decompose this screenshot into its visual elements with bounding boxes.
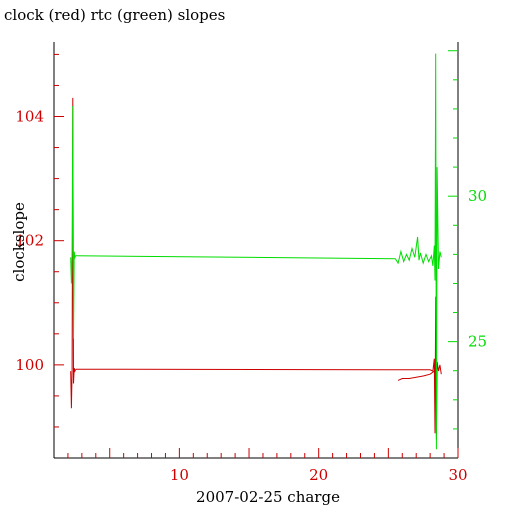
series-line-clock <box>70 97 442 440</box>
y-axis-label-left: clockslope <box>10 202 28 282</box>
series-line-clock-segment-2 <box>397 370 435 381</box>
chart-title: clock (red) rtc (green) slopes <box>4 6 225 24</box>
tick-layer: 10 20 30 100 102 104 25 30 <box>15 50 487 484</box>
y-right-tick-label: 25 <box>468 333 487 351</box>
x-axis-label: 2007-02-25 charge <box>196 488 340 506</box>
x-tick-label: 10 <box>170 466 189 484</box>
x-tick-label: 30 <box>448 466 467 484</box>
y-left-tick-label: 100 <box>15 356 44 374</box>
y-right-tick-label: 30 <box>468 187 487 205</box>
y-left-tick-label: 104 <box>15 108 44 126</box>
series-line-rtc <box>70 53 442 450</box>
plot-marks <box>70 53 442 450</box>
y-left-tick-label: 102 <box>15 232 44 250</box>
x-tick-label: 20 <box>309 466 328 484</box>
